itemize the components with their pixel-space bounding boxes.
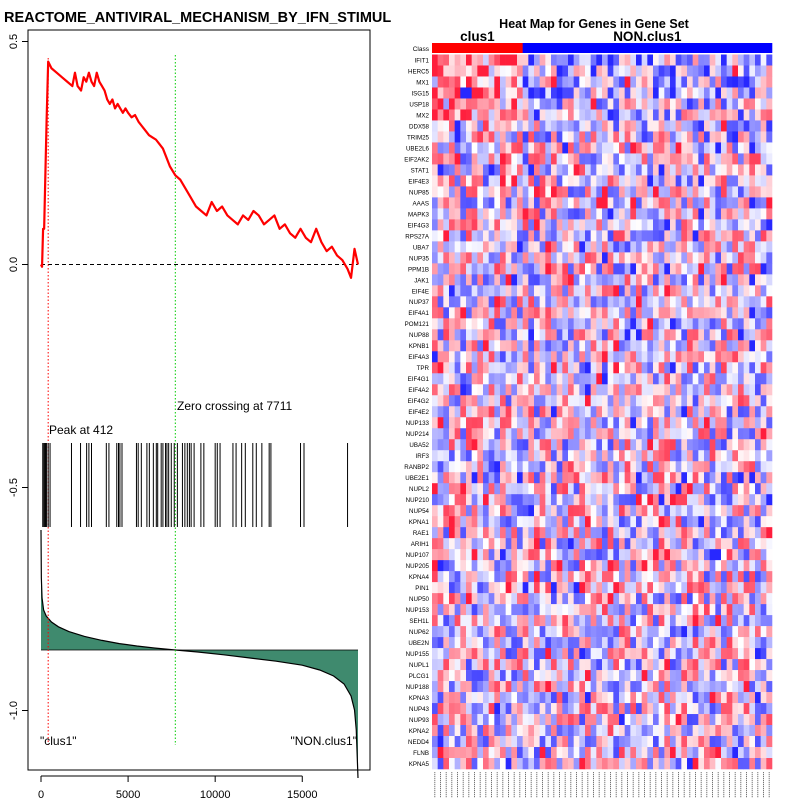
ranked-metric-line [40, 529, 359, 779]
x-tick-label: 5000 [116, 789, 140, 800]
x-tick-label: 15000 [287, 789, 318, 800]
ranked-metric-area [41, 530, 358, 778]
y-tick-label: 0.0 [8, 257, 20, 272]
y-tick-label: -1.0 [8, 701, 20, 720]
peak-label: Peak at 412 [49, 423, 113, 437]
x-tick-label: 0 [38, 789, 44, 800]
y-tick-label: 0.5 [8, 34, 20, 49]
zero-crossing-label: Zero crossing at 7711 [177, 399, 292, 413]
es-curve [40, 60, 360, 279]
x-tick-label: 10000 [200, 789, 231, 800]
gsea-plot-title: REACTOME_ANTIVIRAL_MECHANISM_BY_IFN_STIM… [4, 10, 391, 26]
y-tick-label: -0.5 [8, 478, 20, 497]
class-label-right: "NON.clus1" [290, 734, 357, 748]
class-label-left: "clus1" [40, 734, 77, 748]
